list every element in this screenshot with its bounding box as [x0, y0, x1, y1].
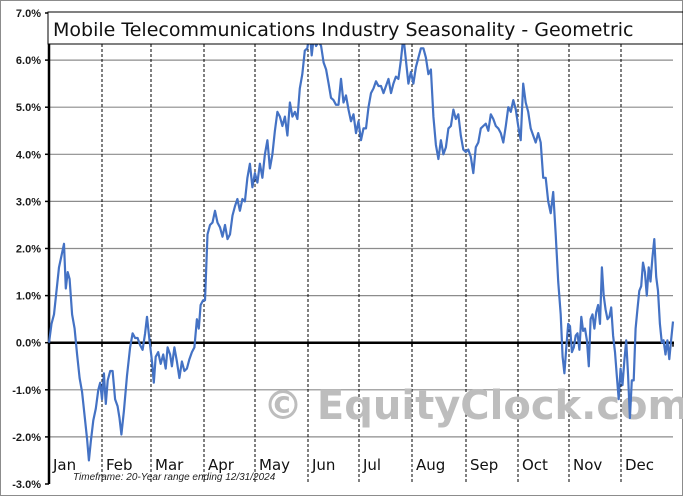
month-label-nov: Nov	[573, 456, 602, 474]
month-label-sep: Sep	[470, 456, 498, 474]
y-tick-label: -1.0%	[12, 385, 41, 397]
y-tick-label: 3.0%	[16, 196, 41, 208]
month-label-oct: Oct	[522, 456, 548, 474]
y-tick-label: 0.0%	[16, 338, 41, 350]
y-tick-label: 5.0%	[16, 102, 41, 114]
watermark-text: © EquityClock.com	[263, 383, 683, 429]
month-label-jul: Jul	[362, 456, 381, 474]
x-axis-month-labels: Jan Feb Mar Apr May Jun Jul Aug Sep Oct Nov Dec	[52, 456, 654, 474]
watermark: © EquityClock.com	[263, 383, 683, 429]
month-label-apr: Apr	[208, 456, 235, 474]
y-tick-label: -2.0%	[12, 432, 41, 444]
y-tick-label: 2.0%	[16, 244, 41, 256]
y-tick-label: 7.0%	[16, 8, 41, 20]
month-label-dec: Dec	[625, 456, 654, 474]
chart-title: Mobile Telecommunications Industry Seaso…	[53, 19, 633, 41]
y-tick-label: 6.0%	[16, 55, 41, 67]
y-tick-label: -3.0%	[12, 479, 41, 491]
month-label-feb: Feb	[106, 456, 133, 474]
horizontal-gridlines	[49, 59, 673, 438]
series-line	[47, 30, 675, 462]
y-tick-label: 4.0%	[16, 149, 41, 161]
y-axis: 7.0% 6.0% 5.0% 4.0% 3.0% 2.0% 1.0% 0.0% -1.0% -2.…	[12, 8, 51, 491]
month-label-may: May	[259, 456, 290, 474]
y-tick-label: 1.0%	[16, 291, 41, 303]
month-label-jun: Jun	[311, 456, 335, 474]
month-label-aug: Aug	[416, 456, 445, 474]
month-label-mar: Mar	[155, 456, 184, 474]
timeframe-annotation: Timeframe: 20-Year range ending 12/31/20…	[73, 472, 276, 483]
chart-title-box: Mobile Telecommunications Industry Seaso…	[47, 11, 683, 45]
seasonality-line	[47, 30, 675, 462]
month-label-jan: Jan	[52, 456, 76, 474]
